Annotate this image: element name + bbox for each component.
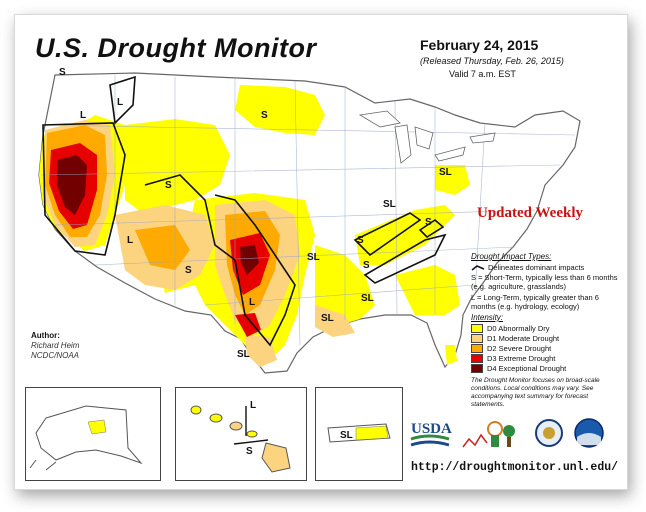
- d4-areas: [57, 155, 259, 275]
- delineates-row: Delineates dominant impacts: [471, 263, 621, 272]
- map-label-s-dakotas: S: [261, 110, 268, 121]
- ndmc-logo: [462, 421, 515, 448]
- intensity-swatch: [471, 324, 483, 333]
- page-title: U.S. Drought Monitor: [35, 33, 317, 63]
- map-label-l-idaho: L: [117, 97, 123, 108]
- hawaii-inset: L S: [175, 387, 307, 481]
- impact-types-header: Drought Impact Types:: [471, 252, 552, 261]
- delineate-line-icon: [471, 264, 485, 271]
- alaska-inset: [25, 387, 161, 481]
- usda-logo: USDA: [410, 421, 452, 447]
- website-link[interactable]: http://droughtmonitor.unl.edu/: [411, 461, 619, 474]
- valid-time: Valid 7 a.m. EST: [449, 69, 516, 79]
- intensity-label: D1 Moderate Drought: [487, 334, 560, 343]
- puertorico-map: SL: [327, 423, 391, 443]
- intensity-row: D0 Abnormally Dry: [471, 324, 621, 333]
- intensity-swatch: [471, 344, 483, 353]
- drought-map: S L L S S L S L SL S SL S S SL SL SL SL: [38, 67, 581, 374]
- intensity-label: D3 Extreme Drought: [487, 354, 556, 363]
- updated-weekly-banner: Updated Weekly: [477, 205, 583, 221]
- map-label-s-tennessee: S: [357, 235, 364, 246]
- intensity-swatch: [471, 334, 483, 343]
- alaska-map: [29, 405, 143, 471]
- map-label-sl-alabama: SL: [321, 313, 334, 324]
- map-label-l-oregon: L: [80, 110, 86, 121]
- delineates-text: Delineates dominant impacts: [488, 263, 585, 272]
- legend: Drought Impact Types: Delineates dominan…: [471, 252, 621, 409]
- puertorico-inset: SL: [315, 387, 403, 481]
- author-name: Richard Heim: [31, 341, 80, 350]
- intensity-label: D0 Abnormally Dry: [487, 324, 550, 333]
- author-block: Author: Richard Heim NCDC/NOAA: [31, 331, 79, 361]
- map-label-sl-southtexas: SL: [237, 349, 250, 360]
- map-label-sl-newengland: SL: [439, 167, 452, 178]
- intensity-swatch: [471, 354, 483, 363]
- intensity-row: D4 Exceptional Drought: [471, 364, 621, 373]
- intensity-row: D3 Extreme Drought: [471, 354, 621, 363]
- drought-monitor-card: S L L S S L S L SL S SL S S SL SL SL SL …: [14, 14, 628, 490]
- report-date: February 24, 2015: [420, 37, 539, 53]
- agency-logos: USDA: [409, 415, 621, 455]
- intensity-row: D1 Moderate Drought: [471, 334, 621, 343]
- intensity-swatch: [471, 364, 483, 373]
- map-label-s-northwest: S: [59, 67, 66, 78]
- hawaii-label-l: L: [250, 400, 256, 411]
- commerce-seal: [535, 419, 563, 447]
- intensity-label: D4 Exceptional Drought: [487, 364, 567, 373]
- intensity-label: D2 Severe Drought: [487, 344, 552, 353]
- long-term-text: L = Long-Term, typically greater than 6 …: [471, 293, 599, 311]
- usda-logo-text: USDA: [411, 421, 452, 437]
- logos-svg: USDA: [410, 418, 604, 448]
- noaa-logo: [574, 418, 604, 448]
- map-label-l-arizona: L: [127, 235, 133, 246]
- intensity-header: Intensity:: [471, 313, 504, 322]
- intensity-row: D2 Severe Drought: [471, 344, 621, 353]
- author-org: NCDC/NOAA: [31, 351, 80, 360]
- map-label-sl-arkansas: SL: [307, 252, 320, 263]
- great-lakes: [358, 110, 496, 164]
- impact-lines: [42, 75, 447, 347]
- state-boundaries: [40, 75, 576, 346]
- author-label: Author:: [31, 331, 60, 340]
- pr-label-sl: SL: [340, 430, 353, 441]
- map-label-s-carolinas: S: [363, 260, 370, 271]
- hawaii-label-s: S: [246, 446, 253, 457]
- map-label-s-virginia: S: [425, 217, 432, 228]
- intensity-list: D0 Abnormally Dry D1 Moderate Drought D2 S…: [471, 324, 621, 373]
- map-label-sl-georgia: SL: [361, 293, 374, 304]
- legend-note: The Drought Monitor focuses on broad-sca…: [471, 377, 600, 408]
- short-term-text: S = Short-Term, typically less than 6 mo…: [471, 273, 618, 291]
- map-label-sl-kentucky: SL: [383, 199, 396, 210]
- hawaii-map: L S: [190, 400, 291, 473]
- release-date: (Released Thursday, Feb. 26, 2015): [420, 56, 564, 66]
- map-label-s-colorado: S: [165, 180, 172, 191]
- map-label-l-texas: L: [249, 297, 255, 308]
- map-label-s-newmexico: S: [185, 265, 192, 276]
